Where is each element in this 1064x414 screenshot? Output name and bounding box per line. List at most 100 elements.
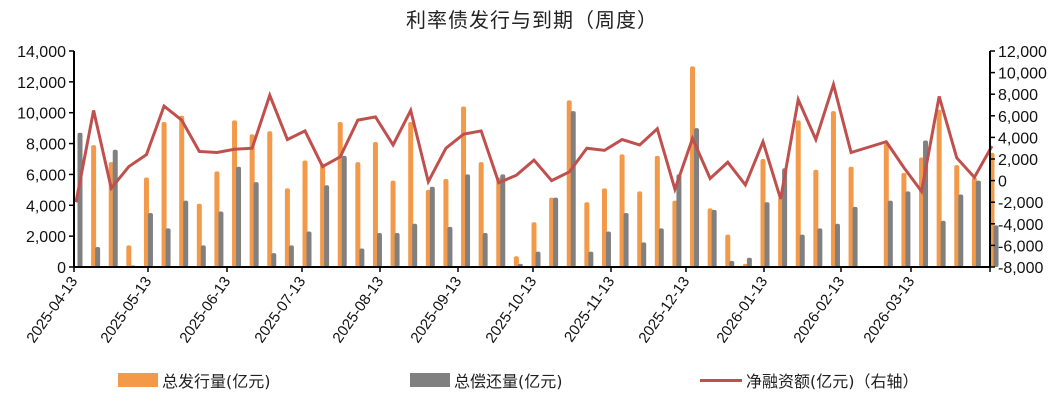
repayment-bar bbox=[975, 180, 981, 267]
repayment-bar bbox=[694, 128, 700, 267]
repayment-bar bbox=[341, 155, 347, 267]
right-tick-label: -8,000 bbox=[998, 260, 1043, 277]
legend-label-repayment: 总偿还量(亿元) bbox=[454, 372, 563, 391]
issuance-bar bbox=[901, 172, 907, 267]
repayment-bar bbox=[271, 253, 277, 267]
repayment-bar bbox=[218, 211, 224, 267]
repayment-bar bbox=[782, 168, 788, 267]
x-tick-label: 2025-06-13 bbox=[176, 274, 234, 347]
right-tick-label: -2,000 bbox=[998, 195, 1043, 212]
issuance-bar bbox=[214, 171, 220, 267]
repayment-bar bbox=[711, 209, 717, 267]
left-tick-label: 4,000 bbox=[26, 198, 66, 215]
repayment-bar bbox=[500, 174, 506, 267]
repayment-bar bbox=[376, 233, 382, 267]
right-tick-label: 6,000 bbox=[998, 109, 1038, 126]
issuance-bar bbox=[795, 120, 801, 267]
issuance-bar bbox=[883, 143, 889, 267]
legend-label-issuance: 总发行量(亿元) bbox=[162, 372, 271, 391]
repayment-bar bbox=[253, 182, 259, 267]
repayment-bar bbox=[570, 111, 576, 268]
chart-title: 利率债发行与到期（周度） bbox=[406, 8, 658, 32]
right-y-axis: -8,000 -6,000 -4,000 -2,000 0 2,000 4,000 6,000… bbox=[989, 44, 1047, 277]
issuance-bar bbox=[848, 166, 854, 267]
issuance-bar bbox=[531, 222, 537, 267]
right-tick-label: 8,000 bbox=[998, 87, 1038, 104]
repayment-bar bbox=[958, 194, 964, 267]
repayment-bar bbox=[535, 251, 541, 267]
repayment-bar bbox=[200, 245, 206, 267]
issuance-bar bbox=[302, 160, 308, 267]
issuance-bar bbox=[760, 159, 766, 267]
issuance-bar bbox=[725, 234, 731, 267]
right-tick-label: -4,000 bbox=[998, 217, 1043, 234]
repayment-bar bbox=[112, 149, 118, 267]
repayment-bar bbox=[77, 132, 83, 267]
plot-area: 02,0004,0006,0008,00010,00012,00014,000 … bbox=[17, 44, 1047, 347]
repayment-swatch-icon bbox=[410, 373, 450, 387]
issuance-bar bbox=[954, 165, 960, 267]
legend-item-net: 净融资额(亿元)（右轴） bbox=[700, 368, 919, 392]
issuance-bar bbox=[320, 163, 326, 267]
repayment-bar bbox=[887, 200, 893, 267]
issuance-swatch-icon bbox=[118, 373, 158, 387]
issuance-bar bbox=[372, 142, 378, 267]
repayment-bar bbox=[641, 242, 647, 267]
repayment-bar bbox=[306, 231, 312, 267]
repayment-bar bbox=[95, 246, 101, 267]
issuance-bar bbox=[654, 155, 660, 267]
repayment-bar bbox=[940, 220, 946, 267]
net-line-swatch-icon bbox=[700, 378, 742, 382]
net-financing-line bbox=[74, 79, 994, 203]
issuance-bar bbox=[461, 106, 467, 268]
x-tick-label: 2025-10-13 bbox=[482, 274, 540, 347]
x-tick-label: 2025-07-13 bbox=[251, 274, 309, 347]
repayment-bar bbox=[993, 225, 999, 267]
x-tick-label: 2025-04-13 bbox=[23, 274, 81, 347]
issuance-bar bbox=[390, 180, 396, 267]
x-tick-label: 2025-05-13 bbox=[97, 274, 155, 347]
x-axis: 2025-04-13 2025-05-13 2025-06-13 2025-07-13… bbox=[23, 266, 991, 347]
issuance-bar bbox=[936, 109, 942, 267]
issuance-bar bbox=[830, 111, 836, 268]
issuance-bar bbox=[91, 145, 97, 267]
issuance-bar bbox=[637, 191, 643, 267]
issuance-bar bbox=[408, 121, 414, 267]
x-tick-label: 2026-01-13 bbox=[713, 274, 771, 347]
x-tick-label: 2025-08-13 bbox=[329, 274, 387, 347]
left-tick-label: 8,000 bbox=[26, 137, 66, 154]
issuance-bar bbox=[249, 134, 255, 267]
issuance-bar bbox=[707, 208, 713, 267]
legend-label-net: 净融资额(亿元)（右轴） bbox=[746, 372, 919, 391]
issuance-bar bbox=[971, 177, 977, 267]
repayment-bar bbox=[429, 186, 435, 267]
repayment-bar bbox=[764, 202, 770, 267]
issuance-bars bbox=[91, 66, 995, 268]
issuance-bar bbox=[196, 203, 202, 267]
issuance-bar bbox=[549, 197, 555, 267]
legend-item-repayment: 总偿还量(亿元) bbox=[410, 368, 563, 392]
repayment-bar bbox=[183, 200, 189, 267]
issuance-bar bbox=[355, 162, 361, 267]
issuance-bar bbox=[496, 177, 502, 267]
x-tick-label: 2026-02-13 bbox=[790, 274, 848, 347]
repayment-bar bbox=[482, 233, 488, 267]
repayment-bar bbox=[834, 223, 840, 267]
issuance-bar bbox=[232, 120, 238, 267]
repayment-bar bbox=[905, 191, 911, 267]
repayment-bar bbox=[676, 174, 682, 267]
issuance-bar bbox=[601, 188, 607, 267]
repayment-bar bbox=[394, 233, 400, 267]
issuance-bar bbox=[690, 66, 696, 267]
right-tick-label: 0 bbox=[998, 174, 1007, 191]
right-tick-label: 2,000 bbox=[998, 152, 1038, 169]
repayment-bar bbox=[288, 245, 294, 267]
repayment-bar bbox=[588, 251, 594, 267]
x-tick-label: 2026-03-13 bbox=[860, 274, 918, 347]
issuance-bar bbox=[284, 188, 290, 267]
right-tick-label: 10,000 bbox=[998, 66, 1047, 83]
issuance-bar bbox=[513, 256, 519, 267]
issuance-bar bbox=[478, 162, 484, 267]
left-tick-label: 12,000 bbox=[17, 75, 66, 92]
